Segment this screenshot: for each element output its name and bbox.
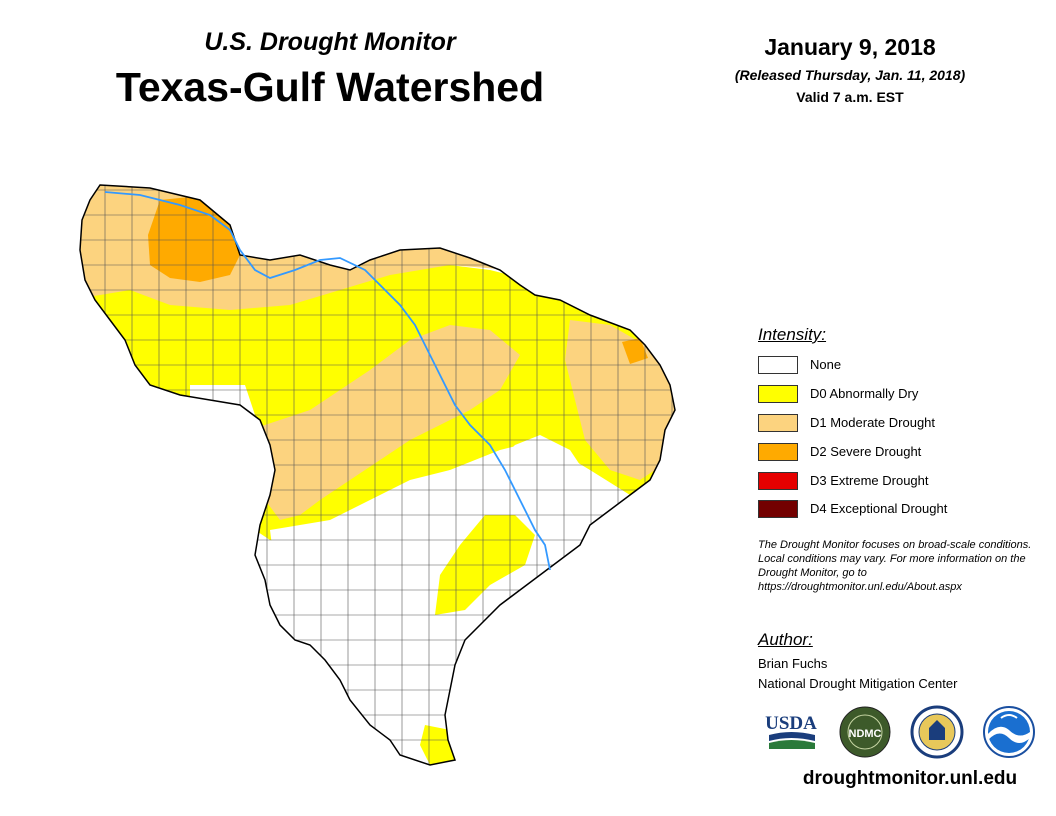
legend-label: D2 Severe Drought xyxy=(810,444,922,459)
release-date: (Released Thursday, Jan. 11, 2018) xyxy=(734,67,966,83)
legend-label: D1 Moderate Drought xyxy=(810,415,936,430)
disclaimer-text: The Drought Monitor focuses on broad-sca… xyxy=(758,539,1032,593)
author-heading: Author: xyxy=(758,630,813,649)
legend-swatch-d1 xyxy=(758,414,798,432)
legend-label: D0 Abnormally Dry xyxy=(810,386,919,401)
watershed-map xyxy=(79,184,676,766)
ndmc-logo: NDMC xyxy=(839,706,891,758)
zone-d1-central xyxy=(250,325,520,520)
author-name: Brian Fuchs xyxy=(758,656,828,671)
zone-none-west xyxy=(190,385,255,435)
map-subtitle: U.S. Drought Monitor xyxy=(204,28,456,56)
noaa-logo xyxy=(983,706,1035,758)
legend-label: D3 Extreme Drought xyxy=(810,473,929,488)
usda-logo: USDA xyxy=(765,713,817,749)
trinity-river xyxy=(104,191,551,571)
legend-swatch-d3 xyxy=(758,472,798,490)
legend-label: D4 Exceptional Drought xyxy=(810,501,948,516)
partner-logos: USDA NDMC xyxy=(765,705,1035,759)
website-url[interactable]: droughtmonitor.unl.edu xyxy=(802,768,1018,789)
valid-time: Valid 7 a.m. EST xyxy=(796,89,904,105)
legend-swatch-none xyxy=(758,356,798,374)
zone-d2-east xyxy=(622,338,648,364)
watershed-boundary xyxy=(79,184,676,766)
legend-swatch-d2 xyxy=(758,443,798,461)
legend-heading: Intensity: xyxy=(758,325,827,344)
legend-swatch-d4 xyxy=(758,500,798,518)
legend-label: None xyxy=(810,357,842,372)
author-org: National Drought Mitigation Center xyxy=(758,676,958,691)
ndmc-logo-text: NDMC xyxy=(849,728,882,740)
drought-zones xyxy=(80,185,675,765)
zone-d2-panhandle xyxy=(148,195,240,282)
map-title: Texas-Gulf Watershed xyxy=(115,64,545,110)
usda-logo-text: USDA xyxy=(765,713,817,734)
doc-seal-logo xyxy=(910,705,964,759)
map-date: January 9, 2018 xyxy=(764,34,936,60)
legend-swatch-d0 xyxy=(758,385,798,403)
